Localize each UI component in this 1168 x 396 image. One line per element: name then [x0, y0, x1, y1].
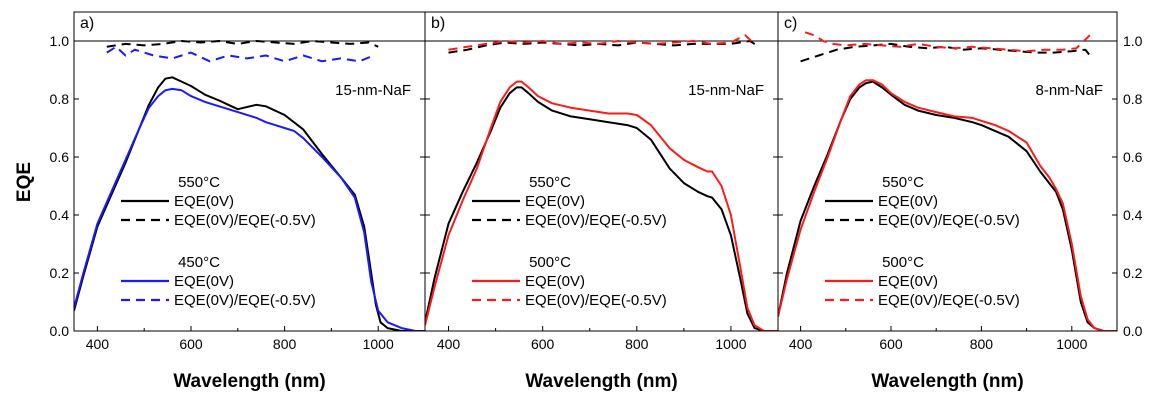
chart-panel-1: 400 600 800 1000 0.0 0.2 0.4 0.6 0.8 1.0 Wavelengt…: [50, 11, 426, 392]
y-axis-label: EQE: [14, 162, 35, 202]
chart-panel-3: 400 600 800 1000 0.0 0.2 0.4 0.6 0.8 1.0 Wavelengt…: [777, 11, 1143, 392]
x-tick-label: 400: [86, 336, 110, 352]
panel-label: c): [784, 15, 797, 32]
legend-entry-label: EQE(0V): [525, 273, 585, 290]
x-tick-label: 600: [531, 336, 555, 352]
y-tick-label: 0.4: [50, 207, 70, 223]
x-axis-label: Wavelength (nm): [871, 371, 1023, 392]
series-line-3: [74, 87, 425, 331]
panels-group: 400 600 800 1000 0.0 0.2 0.4 0.6 0.8 1.0 Wavelengt…: [50, 11, 1143, 392]
legend-group-title: 450°C: [178, 254, 220, 271]
legend-group-title: 550°C: [882, 174, 924, 191]
x-tick-label: 800: [273, 336, 297, 352]
legend-group-title: 550°C: [178, 174, 220, 191]
series-line-4: [448, 34, 756, 51]
chart-panel-2: 400 600 800 1000 Wavelength (nm) b) 15-nm-NaF 5…: [424, 11, 779, 392]
legend-entry-label: EQE(0V)/EQE(-0.5V): [525, 212, 667, 229]
y-tick-label-right: 0.6: [1123, 149, 1143, 165]
series-line-4: [804, 31, 1091, 53]
y-tick-label: 0.0: [50, 323, 70, 339]
x-tick-label: 400: [789, 336, 813, 352]
legend-entry-label: EQE(0V): [878, 193, 938, 210]
panel-label: a): [80, 15, 94, 32]
x-tick-label: 1000: [363, 336, 394, 352]
y-tick-label: 0.6: [50, 149, 70, 165]
y-tick-label-right: 0.4: [1123, 207, 1143, 223]
legend-entry-label: EQE(0V): [525, 193, 585, 210]
sample-annotation: 15-nm-NaF: [335, 82, 411, 99]
legend-group-title: 550°C: [529, 174, 571, 191]
series-line-3: [778, 79, 1117, 331]
x-tick-label: 400: [437, 336, 461, 352]
legend-entry-label: EQE(0V)/EQE(-0.5V): [174, 292, 316, 309]
legend-entry-label: EQE(0V): [174, 193, 234, 210]
legend-entry-label: EQE(0V)/EQE(-0.5V): [525, 292, 667, 309]
legend-entry-label: EQE(0V)/EQE(-0.5V): [878, 292, 1020, 309]
y-tick-label-right: 1.0: [1123, 33, 1143, 49]
y-tick-label-right: 0.2: [1123, 265, 1143, 281]
y-tick-label: 0.2: [50, 265, 70, 281]
legend-entry-label: EQE(0V)/EQE(-0.5V): [878, 212, 1020, 229]
x-axis-label: Wavelength (nm): [173, 371, 325, 392]
series-line-2: [800, 42, 1091, 63]
y-tick-label: 1.0: [50, 33, 70, 49]
x-tick-label: 800: [970, 336, 994, 352]
legend-group-title: 500°C: [882, 254, 924, 271]
series-line-4: [106, 45, 374, 63]
plot-frame: [424, 11, 779, 332]
x-tick-label: 600: [179, 336, 203, 352]
legend-entry-label: EQE(0V): [878, 273, 938, 290]
sample-annotation: 8-nm-NaF: [1035, 82, 1103, 99]
series-line-3: [425, 80, 778, 331]
x-tick-label: 1000: [715, 336, 746, 352]
x-tick-label: 1000: [1056, 336, 1087, 352]
panel-label: b): [431, 15, 445, 32]
legend-entry-label: EQE(0V)/EQE(-0.5V): [174, 212, 316, 229]
legend-entry-label: EQE(0V): [174, 273, 234, 290]
series-line-2: [106, 40, 379, 48]
y-tick-label: 0.8: [50, 91, 70, 107]
x-tick-label: 800: [625, 336, 649, 352]
y-tick-label-right: 0.8: [1123, 91, 1143, 107]
plot-frame: [777, 11, 1118, 332]
sample-annotation: 15-nm-NaF: [688, 82, 764, 99]
x-tick-label: 600: [879, 336, 903, 352]
legend-group-title: 500°C: [529, 254, 571, 271]
x-axis-label: Wavelength (nm): [525, 371, 677, 392]
y-tick-label-right: 0.0: [1123, 323, 1143, 339]
